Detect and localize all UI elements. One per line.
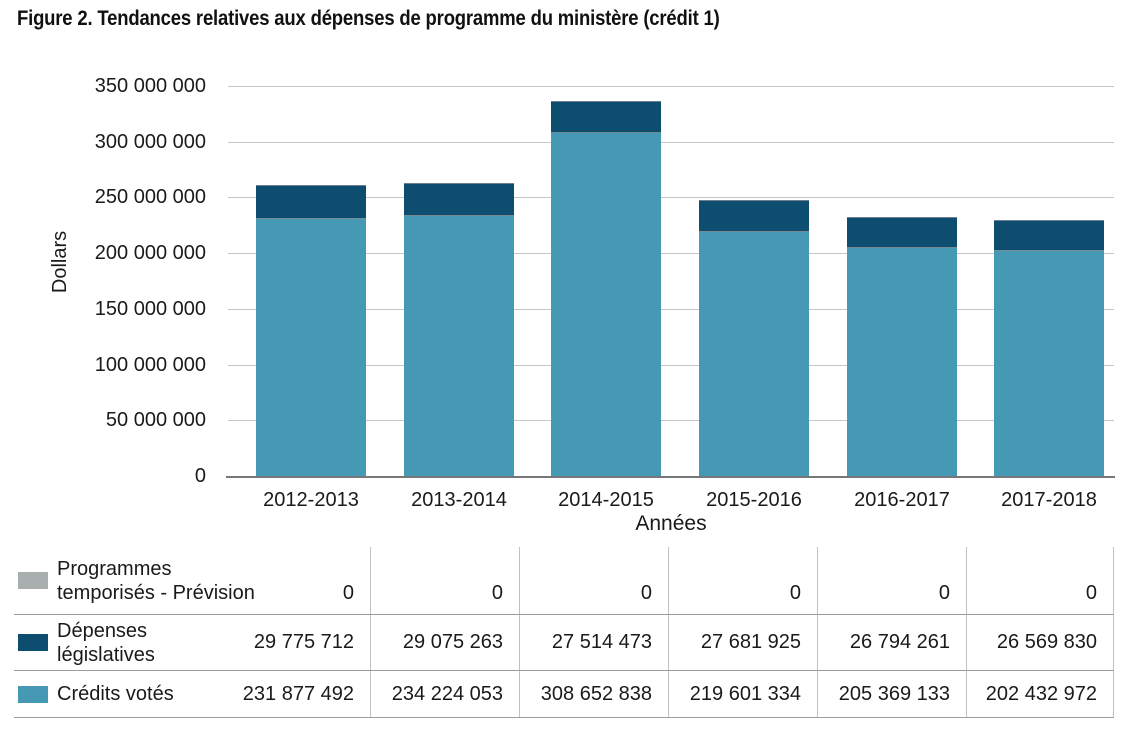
gridline-350-000-000 bbox=[228, 86, 1114, 87]
x-tick-label-2013-2014: 2013-2014 bbox=[411, 489, 507, 511]
value-cell-depenses-legislatives-2016-2017: 26 794 261 bbox=[818, 615, 967, 670]
gridline-50-000-000 bbox=[228, 420, 1114, 421]
gridline-100-000-000 bbox=[228, 365, 1114, 366]
gridline-250-000-000 bbox=[228, 197, 1114, 198]
value-depenses-legislatives-2017-2018: 26 569 830 bbox=[996, 631, 1097, 653]
value-programmes-temporises-prevision-2016-2017: 0 bbox=[938, 582, 950, 604]
legend-label-credits-votes: Crédits votés bbox=[57, 683, 174, 705]
x-tick-label-2012-2013: 2012-2013 bbox=[263, 489, 359, 511]
value-programmes-temporises-prevision-2013-2014: 0 bbox=[491, 582, 503, 604]
value-programmes-temporises-prevision-2012-2013: 0 bbox=[342, 582, 354, 604]
bar-segment-credits-votes-2017-2018 bbox=[994, 250, 1104, 476]
bar-segment-depenses-legislatives-2012-2013 bbox=[256, 185, 366, 218]
y-tick-label: 50 000 000 bbox=[105, 409, 206, 431]
legend-label-depenses-legislatives: Dépenses législatives bbox=[57, 619, 155, 666]
bar-segment-credits-votes-2014-2015 bbox=[551, 132, 661, 476]
value-credits-votes-2012-2013: 231 877 492 bbox=[242, 682, 354, 705]
legend-label-programmes-temporises-prevision: Programmes temporisés - Prévision bbox=[57, 557, 255, 604]
value-credits-votes-2016-2017: 205 369 133 bbox=[838, 682, 950, 705]
value-depenses-legislatives-2016-2017: 26 794 261 bbox=[849, 631, 950, 653]
legend-cell-credits-votes: Crédits votés 231 877 492 bbox=[14, 671, 371, 717]
value-depenses-legislatives-2014-2015: 27 514 473 bbox=[551, 631, 652, 653]
x-tick-label-2015-2016: 2015-2016 bbox=[706, 489, 802, 511]
y-tick-label: 150 000 000 bbox=[94, 298, 206, 320]
y-tick-label: 250 000 000 bbox=[94, 186, 206, 208]
legend-row-credits-votes: Crédits votés 231 877 492 234 224 053 308 6… bbox=[14, 671, 1114, 718]
value-credits-votes-2015-2016: 219 601 334 bbox=[689, 682, 801, 705]
value-depenses-legislatives-2013-2014: 29 075 263 bbox=[402, 631, 503, 653]
legend-cell-programmes-temporises-prevision: Programmes temporisés - Prévision 0 bbox=[14, 547, 371, 614]
value-cell-credits-votes-2017-2018: 202 432 972 bbox=[967, 671, 1114, 717]
bar-segment-credits-votes-2016-2017 bbox=[847, 247, 957, 476]
y-tick-label: 100 000 000 bbox=[94, 354, 206, 376]
value-cell-depenses-legislatives-2015-2016: 27 681 925 bbox=[669, 615, 818, 670]
value-cell-programmes-temporises-prevision-2013-2014: 0 bbox=[371, 547, 520, 614]
value-cell-programmes-temporises-prevision-2016-2017: 0 bbox=[818, 547, 967, 614]
value-cell-credits-votes-2013-2014: 234 224 053 bbox=[371, 671, 520, 717]
gridline-150-000-000 bbox=[228, 309, 1114, 310]
legend-cell-depenses-legislatives: Dépenses législatives 29 775 712 bbox=[14, 615, 371, 670]
bar-segment-credits-votes-2013-2014 bbox=[404, 215, 514, 476]
value-credits-votes-2014-2015: 308 652 838 bbox=[540, 682, 652, 705]
value-cell-credits-votes-2016-2017: 205 369 133 bbox=[818, 671, 967, 717]
y-tick-label: 350 000 000 bbox=[94, 75, 206, 97]
x-tick-label-2014-2015: 2014-2015 bbox=[558, 489, 654, 511]
stacked-bar-chart: Dollars Années 0 50 000 000 100 000 000 150… bbox=[49, 75, 1115, 535]
x-tick-label-2017-2018: 2017-2018 bbox=[1001, 489, 1097, 511]
bar-segment-depenses-legislatives-2016-2017 bbox=[847, 217, 957, 247]
legend-swatch-credits-votes bbox=[18, 685, 48, 703]
value-programmes-temporises-prevision-2015-2016: 0 bbox=[789, 582, 801, 604]
legend-row-depenses-legislatives: Dépenses législatives 29 775 712 29 075 263… bbox=[14, 615, 1114, 671]
bar-segment-depenses-legislatives-2015-2016 bbox=[699, 200, 809, 231]
value-cell-depenses-legislatives-2017-2018: 26 569 830 bbox=[967, 615, 1114, 670]
value-cell-programmes-temporises-prevision-2017-2018: 0 bbox=[967, 547, 1114, 614]
legend-swatch-depenses-legislatives bbox=[18, 634, 48, 651]
value-cell-depenses-legislatives-2013-2014: 29 075 263 bbox=[371, 615, 520, 670]
figure-title: Figure 2. Tendances relatives aux dépens… bbox=[17, 7, 720, 30]
value-depenses-legislatives-2012-2013: 29 775 712 bbox=[253, 631, 354, 653]
x-axis-title: Années bbox=[635, 512, 707, 535]
bar-segment-credits-votes-2012-2013 bbox=[256, 218, 366, 476]
value-programmes-temporises-prevision-2017-2018: 0 bbox=[1085, 582, 1097, 604]
gridline-200-000-000 bbox=[228, 253, 1114, 254]
legend-row-programmes-temporises-prevision: Programmes temporisés - Prévision 0 0 0 0 0 0 bbox=[14, 547, 1114, 615]
value-cell-credits-votes-2014-2015: 308 652 838 bbox=[520, 671, 669, 717]
value-cell-credits-votes-2015-2016: 219 601 334 bbox=[669, 671, 818, 717]
legend-swatch-programmes-temporises-prevision bbox=[18, 572, 48, 589]
value-cell-programmes-temporises-prevision-2014-2015: 0 bbox=[520, 547, 669, 614]
bar-segment-depenses-legislatives-2013-2014 bbox=[404, 183, 514, 215]
bar-segment-credits-votes-2015-2016 bbox=[699, 231, 809, 476]
x-tick-label-2016-2017: 2016-2017 bbox=[854, 489, 950, 511]
value-cell-depenses-legislatives-2014-2015: 27 514 473 bbox=[520, 615, 669, 670]
y-tick-label: 200 000 000 bbox=[94, 242, 206, 264]
gridline-300-000-000 bbox=[228, 142, 1114, 143]
bar-segment-depenses-legislatives-2014-2015 bbox=[551, 101, 661, 132]
y-tick-label: 300 000 000 bbox=[94, 131, 206, 153]
value-programmes-temporises-prevision-2014-2015: 0 bbox=[640, 582, 652, 604]
value-cell-programmes-temporises-prevision-2015-2016: 0 bbox=[669, 547, 818, 614]
value-depenses-legislatives-2015-2016: 27 681 925 bbox=[700, 631, 801, 653]
value-credits-votes-2017-2018: 202 432 972 bbox=[985, 682, 1097, 705]
y-tick-label: 0 bbox=[194, 465, 206, 487]
legend-table: Programmes temporisés - Prévision 0 0 0 0 0 0 Dé… bbox=[14, 547, 1114, 718]
bar-segment-depenses-legislatives-2017-2018 bbox=[994, 220, 1104, 250]
value-credits-votes-2013-2014: 234 224 053 bbox=[391, 682, 503, 705]
x-axis-line bbox=[226, 476, 1115, 478]
